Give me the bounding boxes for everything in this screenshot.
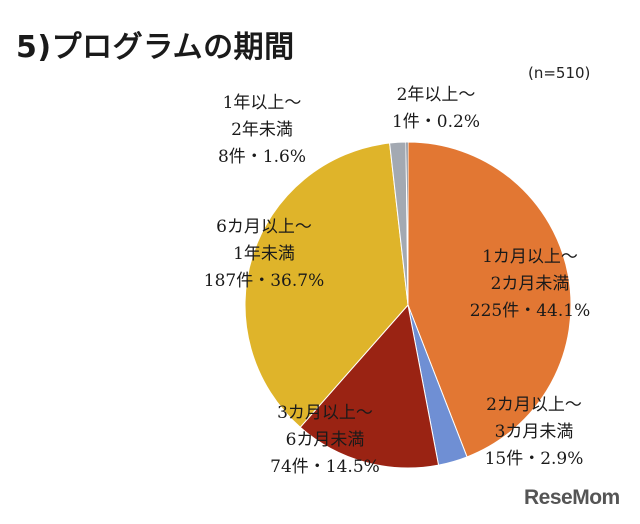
slice-label-two-to-three-months: 2カ月以上～ 3カ月未満 15件・2.9% bbox=[485, 395, 584, 469]
slice-label-line: 2カ月未満 bbox=[491, 274, 570, 294]
slice-label-line: 2年未満 bbox=[231, 120, 293, 140]
slice-label-line: 6カ月未満 bbox=[286, 430, 365, 450]
slice-label-line: 3カ月未満 bbox=[495, 422, 574, 442]
pie-slice-six-months-to-one-year bbox=[244, 142, 409, 428]
pie-slice-over-two-years bbox=[405, 141, 409, 306]
slice-label-over-two-years: 2年以上～ 1件・0.2% bbox=[392, 85, 480, 132]
resemom-logo: ReseMom bbox=[524, 486, 620, 509]
slice-label-line: 1カ月以上～ bbox=[482, 247, 578, 267]
slice-label-line: 6カ月以上～ bbox=[216, 217, 312, 237]
sample-size-note: (n=510) bbox=[528, 64, 591, 82]
slice-label-three-to-six-months: 3カ月以上～ 6カ月未満 74件・14.5% bbox=[270, 403, 380, 477]
pie-labels: 1カ月以上～ 2カ月未満 225件・44.1% 2カ月以上～ 3カ月未満 15件・2.9%… bbox=[204, 85, 590, 477]
pie-slice-one-to-two-months bbox=[407, 141, 572, 458]
slice-label-one-to-two-years: 1年以上～ 2年未満 8件・1.6% bbox=[218, 93, 306, 167]
chart-title: 5)プログラムの期間 bbox=[16, 30, 295, 65]
slice-label-one-to-two-months: 1カ月以上～ 2カ月未満 225件・44.1% bbox=[470, 247, 590, 321]
slice-label-line: 74件・14.5% bbox=[270, 457, 380, 477]
pie-slice-three-to-six-months bbox=[299, 303, 440, 469]
pie-slices bbox=[244, 141, 572, 469]
slice-label-line: 1年未満 bbox=[233, 244, 295, 264]
slice-label-line: 2年以上～ bbox=[397, 85, 476, 105]
slice-label-line: 187件・36.7% bbox=[204, 271, 324, 291]
slice-label-line: 3カ月以上～ bbox=[277, 403, 373, 423]
slice-label-line: 1年以上～ bbox=[223, 93, 302, 113]
slice-label-six-months-to-one-year: 6カ月以上～ 1年未満 187件・36.7% bbox=[204, 217, 324, 291]
slice-label-line: 225件・44.1% bbox=[470, 301, 590, 321]
slice-label-line: 15件・2.9% bbox=[485, 449, 584, 469]
slice-label-line: 2カ月以上～ bbox=[486, 395, 582, 415]
slice-label-line: 1件・0.2% bbox=[392, 112, 480, 132]
slice-label-line: 8件・1.6% bbox=[218, 147, 306, 167]
